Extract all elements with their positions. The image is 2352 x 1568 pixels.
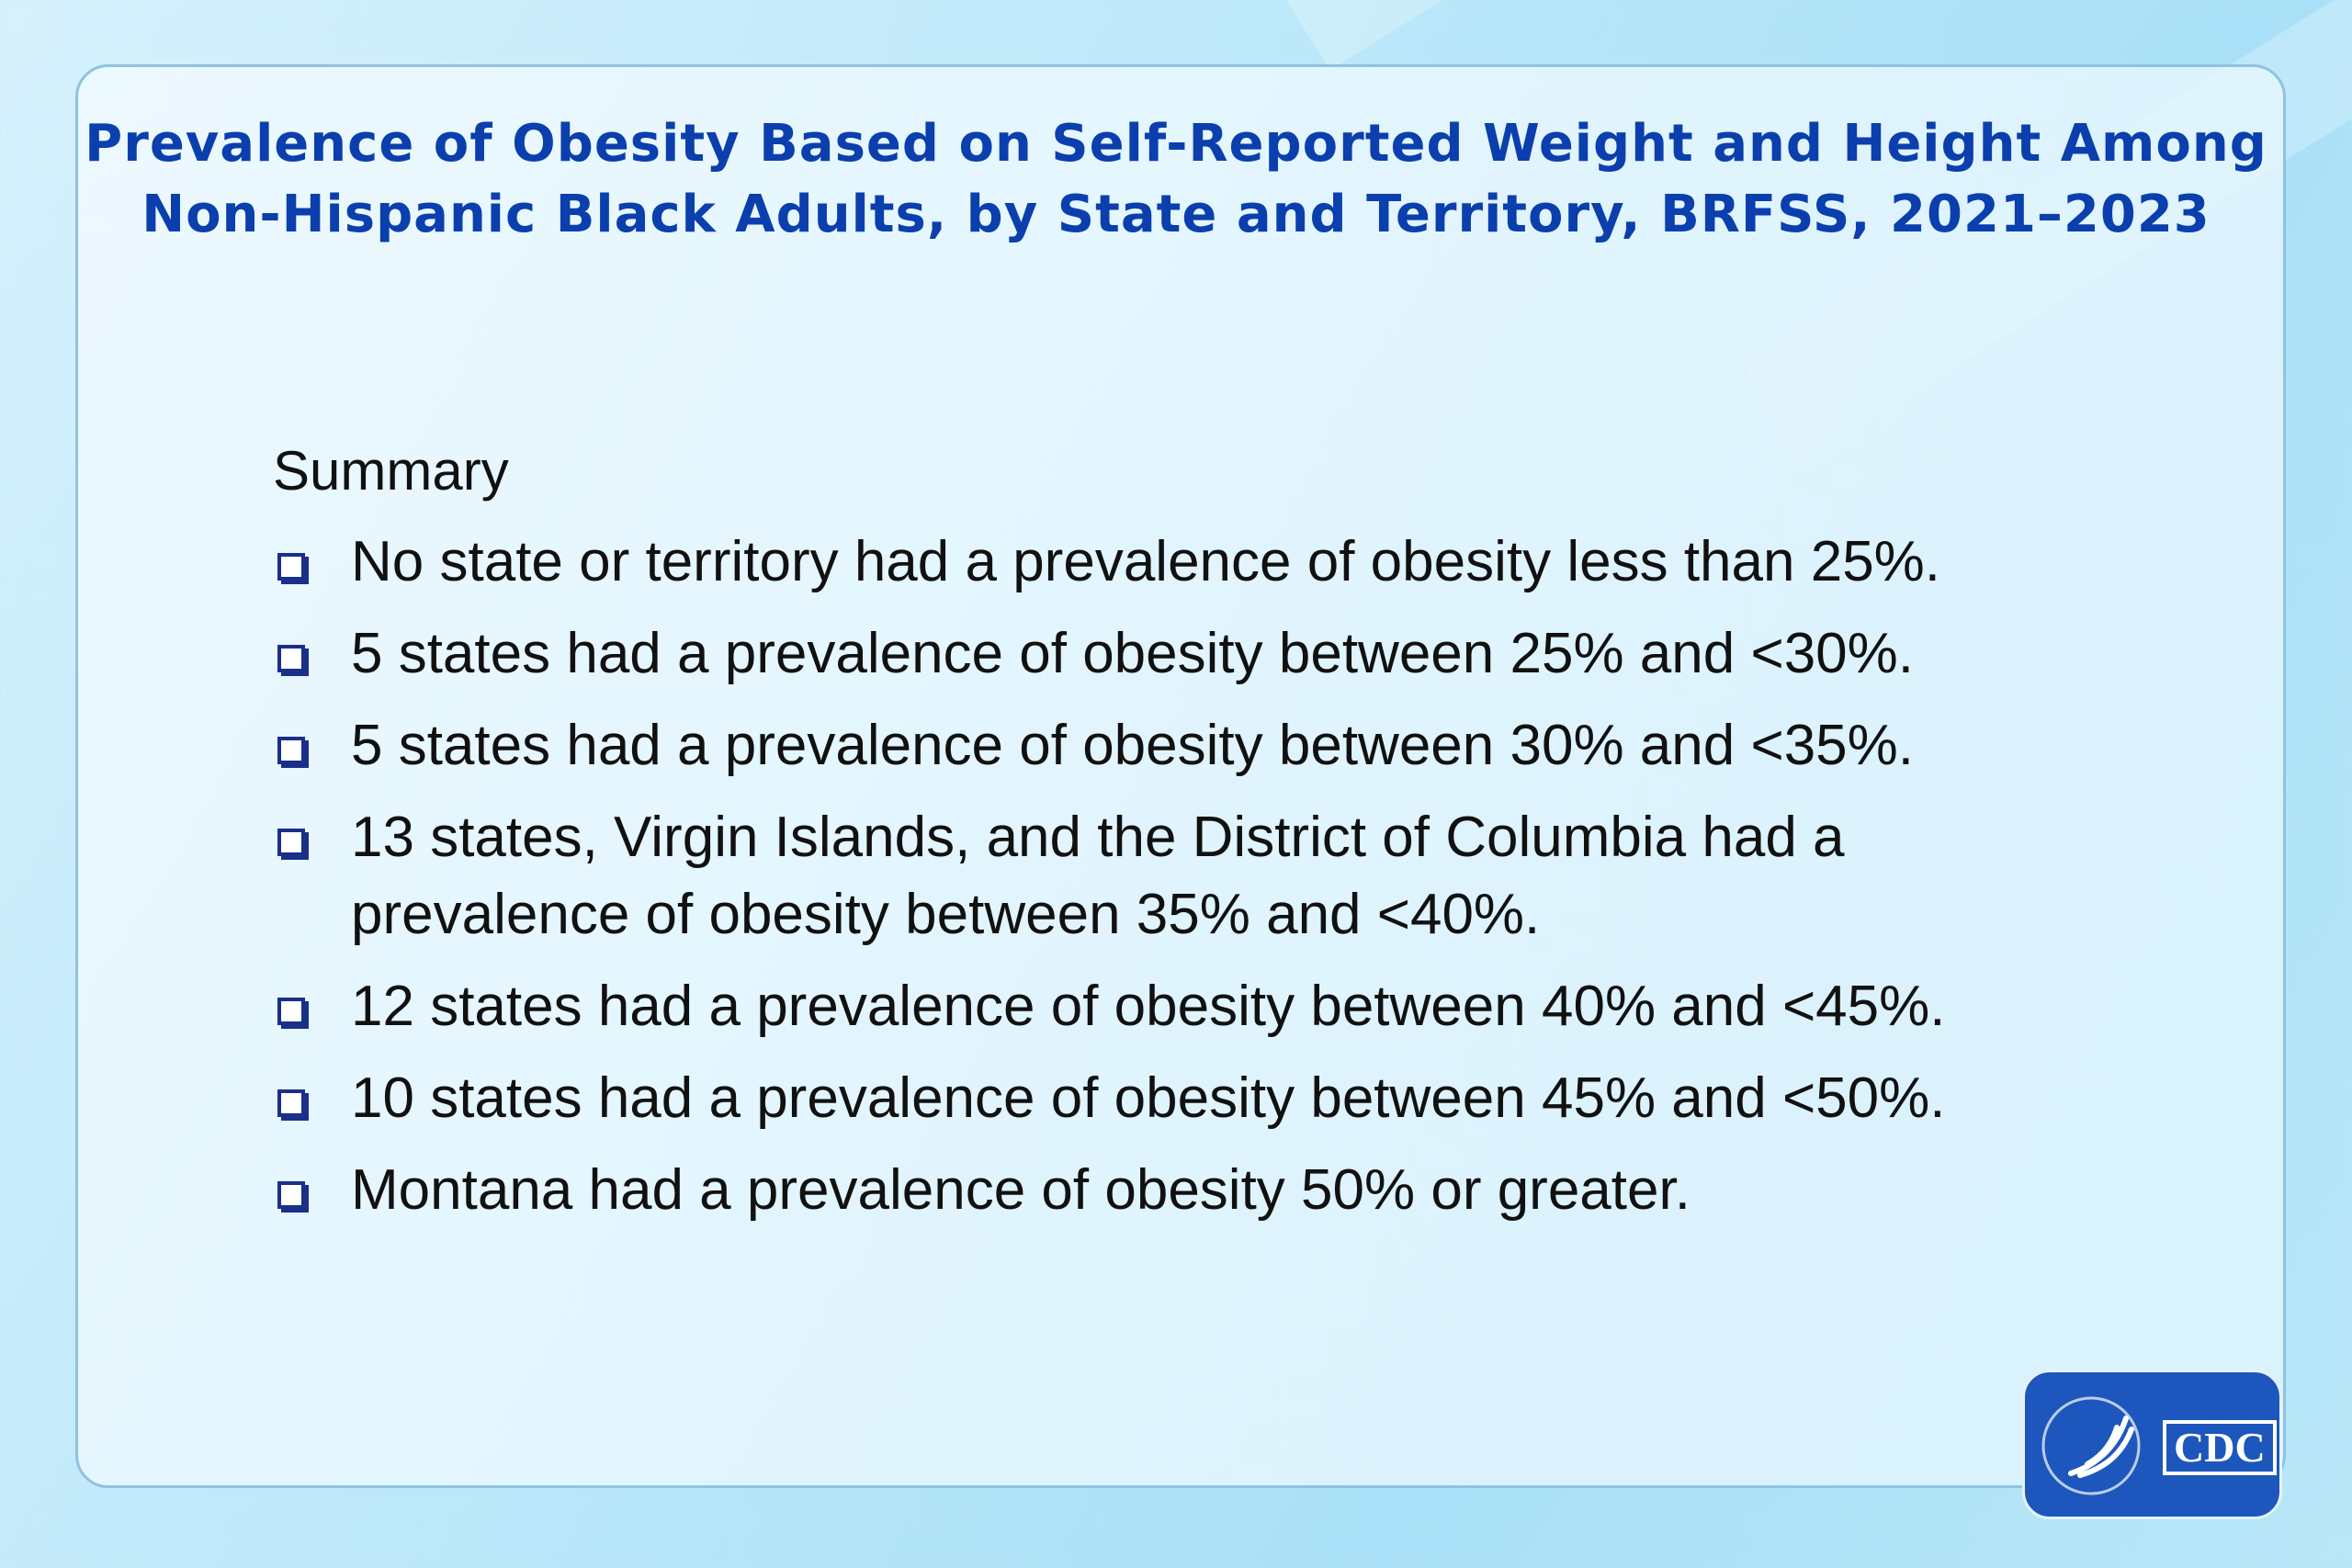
slide-title: Prevalence of Obesity Based on Self-Repo… (0, 108, 2352, 250)
logo-text: CDC (2163, 1420, 2277, 1475)
summary-bullet: No state or territory had a prevalence o… (273, 524, 1954, 601)
bullet-icon (277, 553, 305, 581)
summary-bullet: 12 states had a prevalence of obesity be… (273, 968, 1954, 1045)
background-streak (1286, 0, 2352, 71)
bullet-icon (277, 1181, 305, 1209)
bullet-text: 5 states had a prevalence of obesity bet… (351, 714, 1915, 777)
title-line: Non-Hispanic Black Adults, by State and … (141, 185, 2211, 244)
content-card (75, 64, 2286, 1488)
summary-bullet: Montana had a prevalence of obesity 50% … (273, 1152, 1954, 1229)
bullet-icon (277, 645, 305, 672)
summary-bullet: 5 states had a prevalence of obesity bet… (273, 615, 1954, 693)
hhs-seal (2041, 1396, 2141, 1495)
bullet-text: 10 states had a prevalence of obesity be… (351, 1066, 1946, 1130)
summary-heading: Summary (273, 440, 509, 502)
title-line: Prevalence of Obesity Based on Self-Repo… (85, 114, 2267, 174)
bullet-icon (277, 829, 305, 856)
cdc-logo: CDC (2022, 1370, 2282, 1519)
bullet-text: 13 states, Virgin Islands, and the Distr… (351, 806, 1845, 946)
bullet-text: 5 states had a prevalence of obesity bet… (351, 622, 1915, 685)
bullet-icon (277, 998, 305, 1025)
summary-list: No state or territory had a prevalence o… (273, 524, 1954, 1244)
bullet-text: 12 states had a prevalence of obesity be… (351, 975, 1946, 1038)
summary-bullet: 13 states, Virgin Islands, and the Distr… (273, 799, 1954, 953)
bullet-icon (277, 1089, 305, 1117)
bullet-icon (277, 737, 305, 764)
bullet-text: No state or territory had a prevalence o… (351, 530, 1941, 593)
summary-bullet: 10 states had a prevalence of obesity be… (273, 1060, 1954, 1137)
bullet-text: Montana had a prevalence of obesity 50% … (351, 1158, 1690, 1222)
summary-bullet: 5 states had a prevalence of obesity bet… (273, 707, 1954, 784)
